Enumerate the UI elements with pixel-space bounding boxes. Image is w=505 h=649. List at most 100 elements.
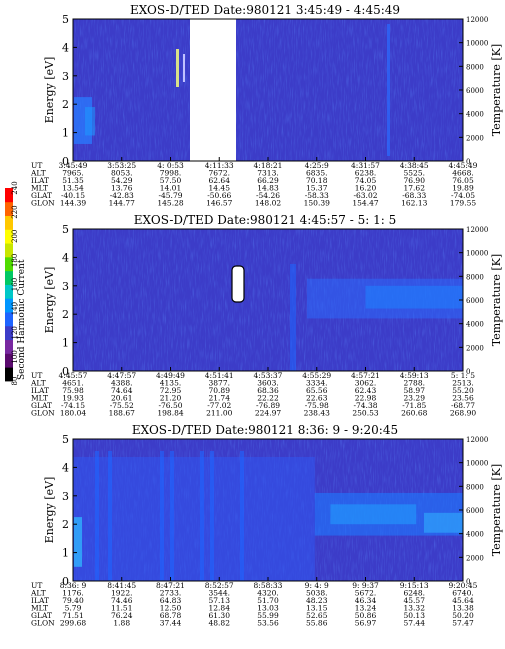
vertical-band	[387, 24, 390, 156]
orbit-table-cell: 51.35	[62, 176, 84, 185]
orbit-table-cell: -77.02	[207, 401, 231, 410]
colorbar-swatch	[5, 339, 13, 354]
orbit-table-cell: 72.95	[160, 386, 182, 395]
y-tick-label: 4	[62, 461, 69, 474]
orbit-table-cell: 148.02	[255, 199, 281, 208]
y-tick-label-right: 6000	[466, 87, 484, 95]
y-axis-label: Energy [eV]	[43, 57, 56, 124]
orbit-table-cell: 79.40	[62, 596, 84, 605]
orbit-table-cell: 7313.	[257, 169, 278, 178]
orbit-table-cell: 8:41:45	[107, 581, 136, 590]
orbit-table-cell: 5672.	[355, 589, 376, 598]
colorbar-tick-label: 240	[11, 181, 19, 194]
orbit-table-cell: -74.15	[61, 401, 85, 410]
orbit-table-cell: 8053.	[111, 169, 132, 178]
orbit-table-cell: 68.78	[160, 611, 182, 620]
orbit-table-cell: 5: 1: 5	[451, 371, 475, 380]
orbit-table: UTALTILATMLTGLATGLON3:45:497965.51.3513.…	[30, 161, 478, 208]
colorbar: Second Harmonic Current 80 100 120 140 160 18…	[5, 181, 27, 385]
y-tick-label-right: 12000	[466, 226, 488, 234]
row-label-glat: GLAT	[31, 401, 52, 410]
y-axis-label-right: Temperature [K]	[490, 464, 503, 556]
dense-region	[73, 457, 315, 581]
y-tick-label-right: 10000	[466, 40, 488, 48]
orbit-table-cell: 5525.	[404, 169, 425, 178]
orbit-table-cell: 19.89	[452, 184, 474, 193]
orbit-table-cell: 50.13	[404, 611, 426, 620]
orbit-table-cell: 14.01	[160, 184, 181, 193]
y-axis-label-right: Temperature [K]	[490, 254, 503, 346]
axis-ticks: 0 1 2 3 4 5 0 2000 4000 6000 8000 10000 12000	[62, 13, 488, 168]
orbit-table-cell: 74.46	[111, 596, 133, 605]
orbit-table-cell: -54.26	[256, 191, 280, 200]
orbit-table-cell: 179.55	[450, 199, 476, 208]
y-tick-label-right: 6000	[466, 507, 484, 515]
orbit-table-cell: -63.02	[353, 191, 377, 200]
orbit-table-cell: 13.76	[111, 184, 133, 193]
y-tick-label-right: 2000	[466, 554, 484, 562]
axis-ticks: 0 1 2 3 4 5 0 2000 4000 6000 8000 10000 12000	[62, 223, 488, 378]
orbit-table-cell: 14.45	[209, 184, 231, 193]
noise-texture	[73, 19, 463, 161]
spectrogram-panel-2: EXOS-D/TED Date:980121 4:45:57 - 5: 1: 5…	[30, 213, 503, 418]
vertical-band	[108, 451, 112, 581]
orbit-table-cell: 57.44	[404, 619, 426, 628]
row-label-mlt: MLT	[31, 604, 48, 613]
orbit-table-cell: 64.83	[160, 596, 182, 605]
spectrogram-panel-1: EXOS-D/TED Date:980121 3:45:49 - 4:45:49…	[30, 3, 503, 208]
orbit-table-cell: 6835.	[306, 169, 327, 178]
orbit-table-cell: 250.53	[352, 409, 378, 418]
energy-band	[330, 504, 417, 525]
vertical-band	[200, 451, 204, 581]
orbit-table-cell: 57.50	[160, 176, 182, 185]
data-gap-marker	[231, 265, 245, 303]
orbit-table-cell: -76.89	[256, 401, 280, 410]
orbit-table-cell: 4:45:57	[59, 371, 88, 380]
row-label-glat: GLAT	[31, 611, 52, 620]
orbit-table-cell: 9: 9:37	[352, 581, 379, 590]
vertical-band	[210, 451, 214, 581]
orbit-table-cell: 19.93	[62, 394, 84, 403]
y-tick-label-right: 8000	[466, 483, 484, 491]
orbit-table-cell: 8:47:21	[156, 581, 185, 590]
panel-title: EXOS-D/TED Date:980121 3:45:49 - 4:45:49	[130, 3, 400, 17]
orbit-table-cell: 3062.	[355, 379, 376, 388]
colorbar-tick-label: 100	[11, 350, 19, 363]
row-label-ilat: ILAT	[31, 176, 49, 185]
orbit-table-cell: 4:11:33	[205, 161, 234, 170]
orbit-table-cell: 21.74	[209, 394, 231, 403]
y-tick-label: 5	[62, 433, 69, 446]
orbit-table-cell: 62.43	[355, 386, 377, 395]
colorbar-swatch	[5, 201, 13, 216]
orbit-table-cell: 198.84	[157, 409, 183, 418]
orbit-table-cell: 4135.	[160, 379, 181, 388]
orbit-table-cell: 53.56	[257, 619, 279, 628]
orbit-table-cell: 46.34	[355, 596, 377, 605]
orbit-table-cell: 52.65	[306, 611, 328, 620]
orbit-table-cell: 7965.	[62, 169, 83, 178]
spectrogram-panel-3: EXOS-D/TED Date:980121 8:36: 9 - 9:20:45…	[30, 423, 503, 628]
orbit-table-cell: 76.90	[404, 176, 426, 185]
orbit-table-cell: 4:18:21	[254, 161, 283, 170]
y-tick-label-right: 0	[466, 158, 470, 166]
orbit-table-cell: 12.50	[160, 604, 182, 613]
orbit-table-cell: 13.24	[355, 604, 377, 613]
low-energy-patch	[74, 517, 82, 567]
orbit-table-cell: 9:20:45	[449, 581, 478, 590]
y-tick-label: 1	[62, 547, 69, 560]
orbit-table-cell: 3544.	[209, 589, 230, 598]
orbit-table-cell: 13.15	[306, 604, 328, 613]
row-label-alt: ALT	[30, 169, 46, 178]
vertical-band	[290, 264, 296, 371]
colorbar-tick-label: 180	[11, 254, 19, 267]
orbit-table-cell: 48.23	[306, 596, 328, 605]
orbit-table-cell: -42.83	[110, 191, 134, 200]
orbit-table-cell: 9: 4: 9	[305, 581, 329, 590]
orbit-table-cell: -58.33	[305, 191, 329, 200]
orbit-table-cell: -68.33	[402, 191, 426, 200]
orbit-table-cell: 4320.	[257, 589, 278, 598]
orbit-table-cell: 3877.	[209, 379, 230, 388]
orbit-table-cell: 1176.	[62, 589, 83, 598]
